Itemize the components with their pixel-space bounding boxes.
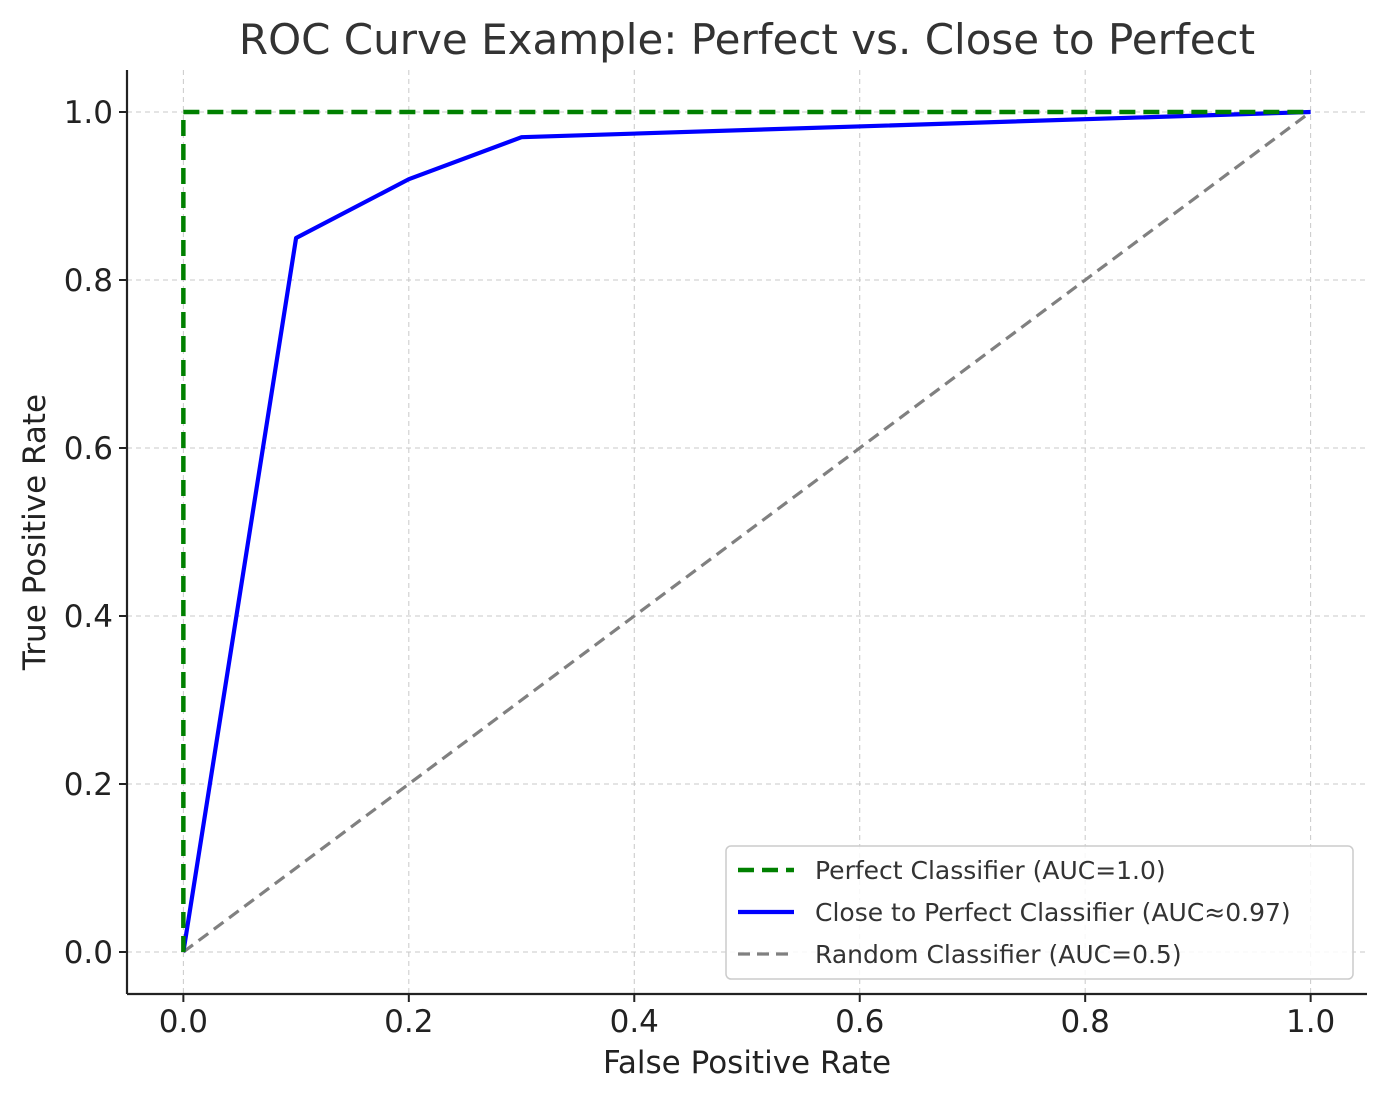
x-tick-label: 1.0: [1286, 1004, 1335, 1040]
legend-box: [725, 845, 1354, 980]
legend-label: Perfect Classifier (AUC=1.0): [815, 856, 1166, 885]
legend-item: Perfect Classifier (AUC=1.0): [738, 856, 1166, 885]
legend-label: Random Classifier (AUC=0.5): [815, 940, 1182, 969]
series-line-perfect-classifier: [181, 109, 1311, 952]
axes-layer: [125, 70, 1367, 996]
x-tick-label: 0.0: [159, 1004, 208, 1040]
series-line-random-classifier: [182, 110, 1312, 954]
chart-title: ROC Curve Example: Perfect vs. Close to …: [239, 15, 1255, 64]
tick-layer: 0.0 0.2 0.4 0.6 0.8 1.0 0.0 0.2 0.4 0.6 0.8 1.0: [64, 95, 1336, 1040]
series-layer: [181, 109, 1312, 954]
y-tick-label: 0.2: [64, 767, 113, 803]
y-tick-label: 0.0: [64, 935, 113, 971]
y-axis-label: True Positive Rate: [17, 394, 53, 671]
y-tick-label: 1.0: [64, 95, 113, 131]
legend-label: Close to Perfect Classifier (AUC≈0.97): [815, 898, 1291, 927]
y-tick-label: 0.6: [64, 431, 113, 467]
y-tick-label: 0.4: [64, 599, 113, 635]
legend-item: Random Classifier (AUC=0.5): [738, 940, 1182, 969]
y-tick-label: 0.8: [64, 263, 113, 299]
series-line-close-to-perfect-classifier: [181, 109, 1311, 953]
legend-item: Close to Perfect Classifier (AUC≈0.97): [738, 898, 1291, 927]
x-tick-label: 0.6: [835, 1004, 884, 1040]
x-tick-label: 0.8: [1061, 1004, 1110, 1040]
x-tick-label: 0.2: [384, 1004, 433, 1040]
legend: Perfect Classifier (AUC=1.0) Close to Per…: [725, 845, 1354, 980]
x-tick-label: 0.4: [610, 1004, 659, 1040]
x-axis-label: False Positive Rate: [603, 1045, 891, 1081]
